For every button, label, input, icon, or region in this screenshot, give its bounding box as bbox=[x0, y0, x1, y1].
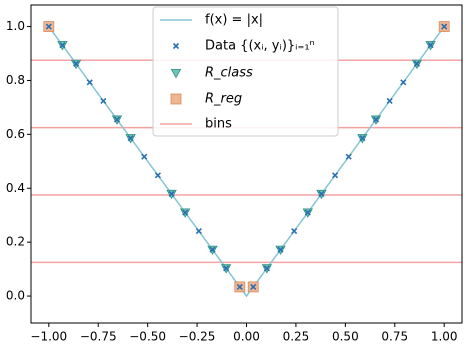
x-tick-label: 0.25 bbox=[283, 330, 310, 344]
legend-box bbox=[152, 6, 339, 137]
data-point bbox=[154, 172, 161, 179]
data-point bbox=[441, 23, 448, 30]
data-point bbox=[372, 116, 380, 123]
data-point bbox=[386, 97, 393, 105]
data-point bbox=[277, 246, 284, 253]
data-point bbox=[141, 153, 148, 160]
x-tick-label: 0.00 bbox=[233, 330, 260, 344]
y-tick-label: 0.8 bbox=[6, 73, 25, 87]
data-point bbox=[168, 190, 175, 197]
legend-label: f(x) = |x| bbox=[205, 13, 263, 28]
data-point bbox=[345, 153, 352, 160]
legend-label: Data {(xᵢ, yᵢ)}ᵢ₌₁ⁿ bbox=[205, 39, 315, 54]
data-point bbox=[332, 172, 339, 179]
data-point bbox=[100, 97, 107, 105]
x-tick-label: −0.50 bbox=[129, 330, 166, 344]
data-point bbox=[209, 246, 216, 253]
data-point bbox=[291, 228, 298, 235]
data-point bbox=[318, 190, 325, 197]
data-point bbox=[236, 283, 243, 290]
data-point bbox=[86, 79, 93, 86]
legend-swatch bbox=[172, 42, 180, 50]
legend-swatch bbox=[170, 93, 182, 105]
data-point bbox=[359, 135, 366, 142]
data-point bbox=[45, 23, 52, 30]
data-point bbox=[127, 135, 134, 142]
data-point bbox=[304, 209, 311, 216]
x-tick-label: 1.00 bbox=[431, 330, 458, 344]
y-tick-label: 1.0 bbox=[6, 19, 25, 33]
legend-label: bins bbox=[205, 117, 232, 132]
legend: f(x) = |x| Data {(xᵢ, yᵢ)}ᵢ₌₁ⁿ R_class R_re… bbox=[152, 6, 339, 137]
x-tick-label: 0.75 bbox=[381, 330, 408, 344]
data-point bbox=[223, 265, 230, 272]
data-point bbox=[182, 209, 189, 216]
x-tick-label: 0.50 bbox=[332, 330, 359, 344]
legend-label: R_class bbox=[205, 66, 253, 81]
y-tick-label: 0.0 bbox=[6, 289, 25, 303]
data-point bbox=[195, 228, 202, 235]
y-tick-label: 0.6 bbox=[6, 127, 25, 141]
data-point bbox=[427, 42, 434, 49]
x-tick-label: −1.00 bbox=[30, 330, 67, 344]
legend-label: R_reg bbox=[205, 92, 242, 107]
data-point bbox=[400, 79, 407, 86]
data-point bbox=[413, 60, 420, 67]
data-point bbox=[73, 60, 80, 67]
data-point bbox=[250, 283, 257, 290]
data-point bbox=[59, 42, 66, 49]
data-point bbox=[263, 265, 270, 272]
data-point bbox=[113, 116, 121, 123]
y-tick-label: 0.4 bbox=[6, 181, 25, 195]
legend-swatch bbox=[170, 69, 182, 79]
x-tick-label: −0.75 bbox=[80, 330, 117, 344]
y-tick-label: 0.2 bbox=[6, 235, 25, 249]
x-tick-label: −0.25 bbox=[179, 330, 216, 344]
